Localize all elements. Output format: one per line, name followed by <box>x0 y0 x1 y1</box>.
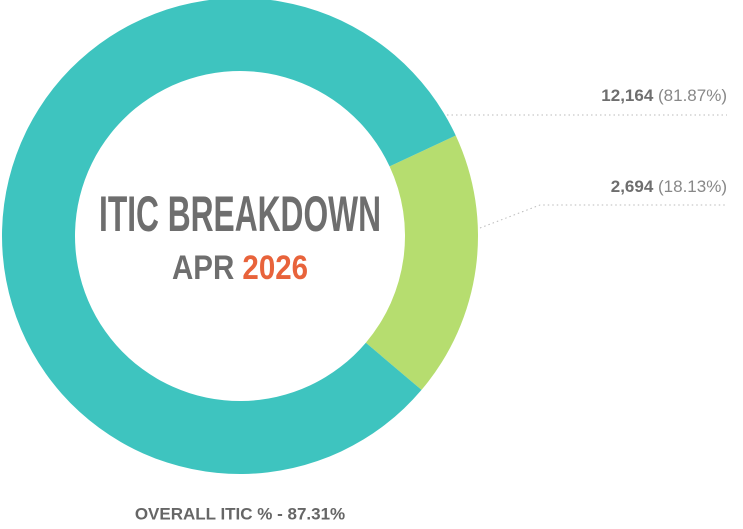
slice-label: 12,164 (81.87%) <box>601 86 727 105</box>
chart-title: ITIC BREAKDOWN <box>99 186 381 242</box>
slice-percentage: (81.87%) <box>658 86 727 105</box>
slice-label: 2,694 (18.13%) <box>611 177 727 196</box>
slice-value: 12,164 <box>601 86 654 105</box>
donut-slice <box>2 0 456 474</box>
slice-value: 2,694 <box>611 177 654 196</box>
subtitle-year: 2026 <box>242 249 308 287</box>
slice-percentage: (18.13%) <box>658 177 727 196</box>
chart-subtitle: APR 2026 <box>172 249 308 287</box>
footer: OVERALL ITIC % - 87.31% <box>135 504 345 523</box>
donut-slice <box>365 135 478 390</box>
leader-line <box>479 204 727 229</box>
subtitle-month: APR <box>172 249 234 287</box>
